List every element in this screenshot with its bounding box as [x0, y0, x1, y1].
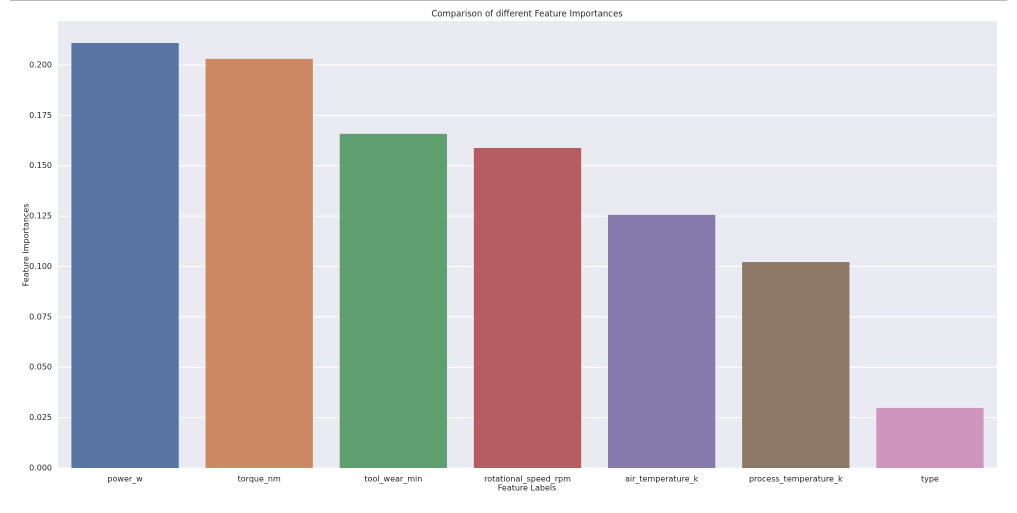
y-tick-label: 0.125	[29, 212, 52, 221]
y-tick-label: 0.100	[29, 262, 52, 271]
x-tick-label: tool_wear_min	[364, 475, 422, 484]
x-axis-label: Feature Labels	[498, 484, 557, 493]
bar	[71, 42, 179, 468]
bar	[607, 214, 716, 468]
x-tick-label: power_w	[107, 475, 143, 484]
x-tick-label: rotational_speed_rpm	[484, 475, 571, 484]
y-tick-label: 0.000	[29, 464, 52, 473]
y-tick-label: 0.175	[29, 111, 52, 120]
bar	[339, 133, 448, 468]
bar	[742, 262, 850, 468]
y-tick-label: 0.200	[29, 60, 52, 69]
y-tick-label: 0.075	[29, 312, 52, 321]
x-tick-label: type	[921, 475, 939, 484]
bar	[205, 58, 313, 469]
x-tick-label: process_temperature_k	[749, 475, 843, 484]
x-tick-label: torque_nm	[238, 475, 281, 484]
chart-title: Comparison of different Feature Importan…	[431, 10, 623, 20]
bar	[473, 147, 582, 468]
y-tick-label: 0.050	[29, 363, 52, 372]
x-tick-label: air_temperature_k	[625, 475, 699, 484]
y-tick-label: 0.150	[29, 161, 52, 170]
y-axis-label: Feature Importances	[22, 204, 31, 287]
y-tick-label: 0.025	[29, 413, 52, 422]
bar	[876, 407, 984, 468]
